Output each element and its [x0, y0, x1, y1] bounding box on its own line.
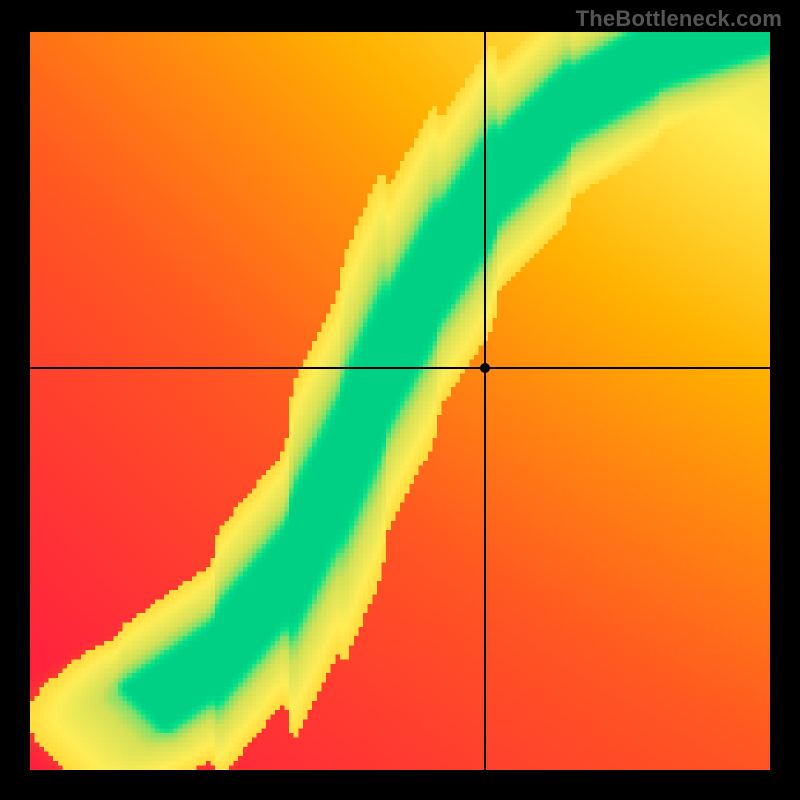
crosshair-horizontal	[30, 367, 770, 369]
bottleneck-marker	[480, 363, 490, 373]
crosshair-vertical	[484, 32, 486, 770]
heatmap-canvas	[30, 32, 770, 770]
watermark-text: TheBottleneck.com	[576, 6, 782, 32]
